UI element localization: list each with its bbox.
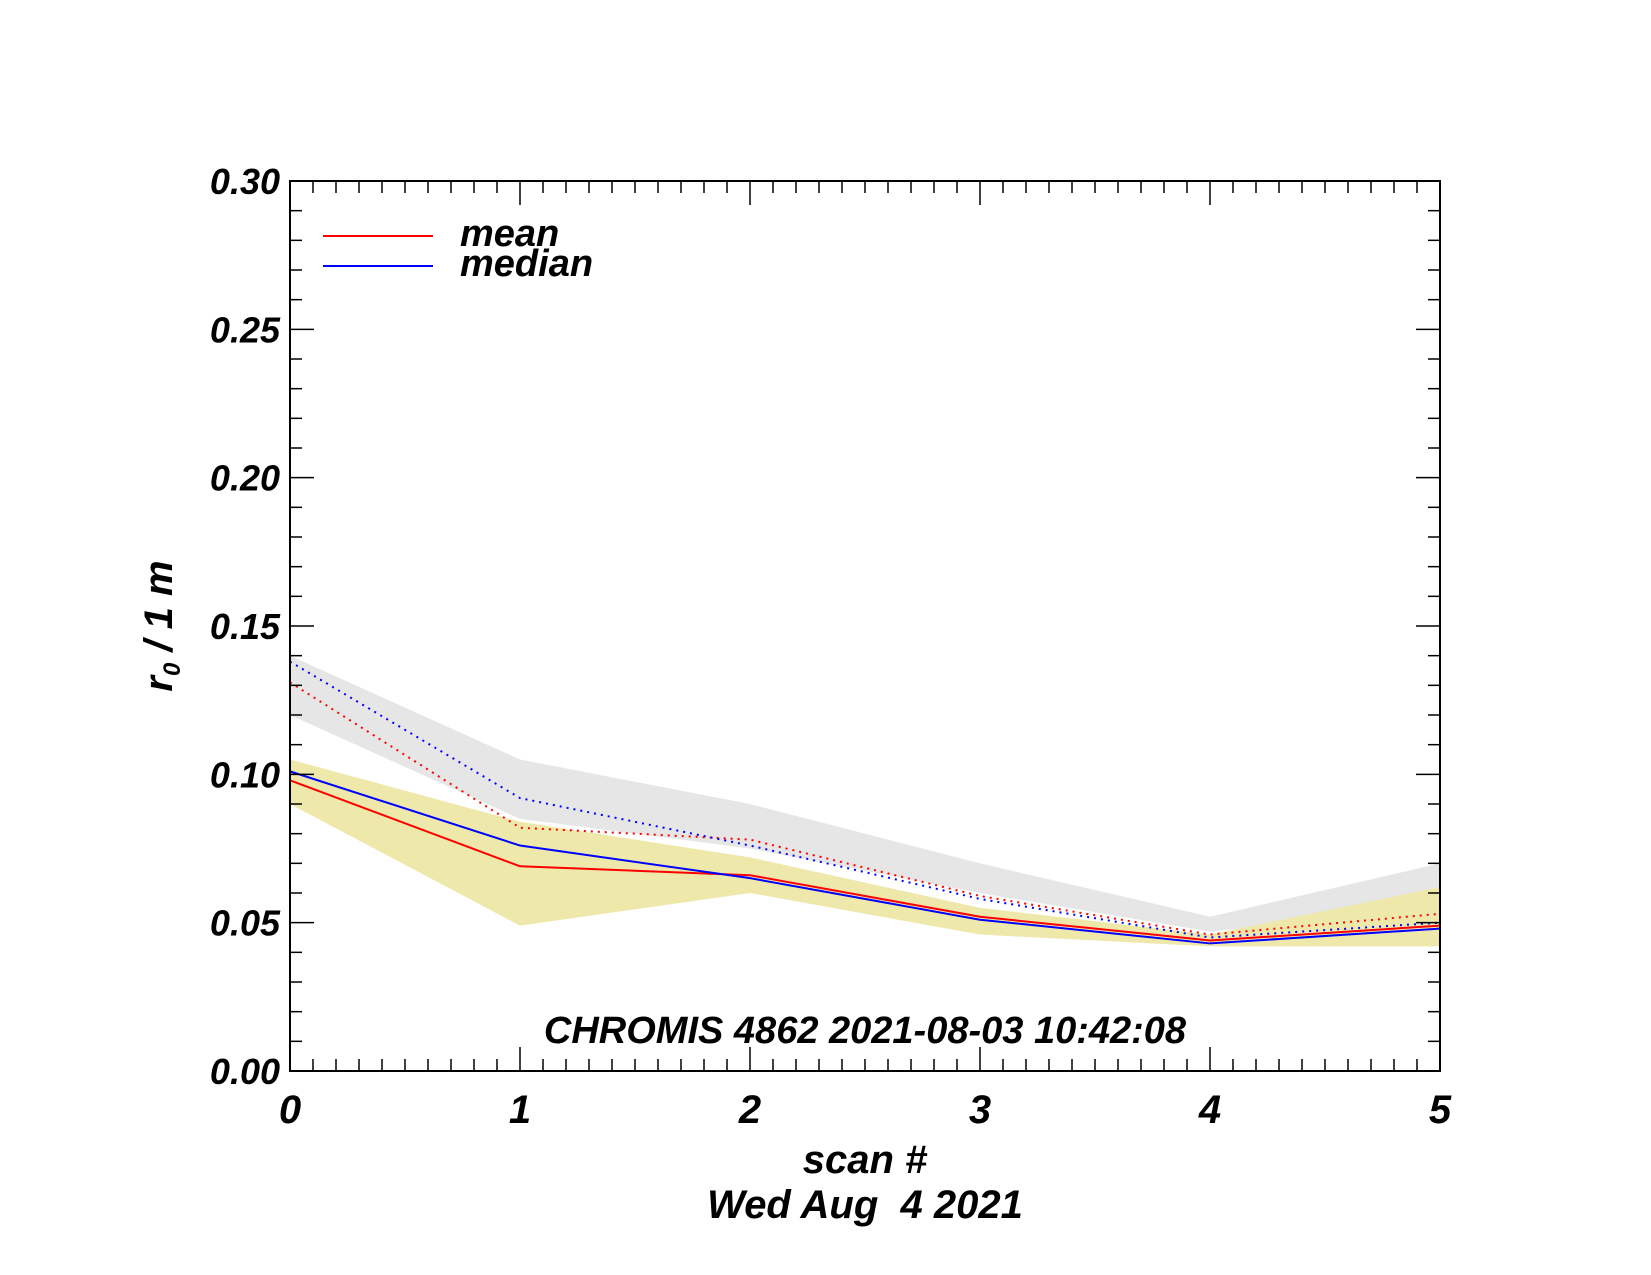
mean-line xyxy=(289,779,1441,942)
y-tick-label: 0.05 xyxy=(210,903,281,944)
x-tick-label: 3 xyxy=(969,1088,991,1132)
axis-ticks xyxy=(289,180,1441,1072)
y-tick-label: 0.30 xyxy=(210,161,280,202)
x-tick-labels: 0 1 2 3 4 5 xyxy=(279,1088,1452,1132)
x-tick-label: 2 xyxy=(738,1088,761,1132)
x-tick-label: 1 xyxy=(509,1088,531,1132)
legend-median-label: median xyxy=(460,243,593,285)
range-bands xyxy=(290,655,1440,947)
x-tick-label: 4 xyxy=(1198,1088,1221,1132)
median-line xyxy=(289,770,1441,945)
x-axis-date: Wed Aug 4 2021 xyxy=(707,1183,1023,1227)
y-tick-label: 0.25 xyxy=(210,309,281,350)
x-axis-title: scan # xyxy=(803,1138,928,1182)
legend: mean median xyxy=(323,213,593,285)
range-band-1 xyxy=(290,759,1440,947)
chart-annotation: CHROMIS 4862 2021-08-03 10:42:08 xyxy=(544,1010,1187,1052)
y-tick-label: 0.10 xyxy=(210,754,280,795)
range-band-0 xyxy=(290,655,1440,932)
y-tick-label: 0.20 xyxy=(210,458,280,499)
x-tick-label: 5 xyxy=(1429,1088,1452,1132)
y-axis-title: r0 / 1 m xyxy=(137,560,186,691)
x-tick-label: 0 xyxy=(279,1088,301,1132)
legend-mean-label: mean xyxy=(460,213,559,255)
series-lines xyxy=(289,660,1441,945)
y-tick-label: 0.15 xyxy=(210,606,281,647)
y-tick-label: 0.00 xyxy=(210,1051,280,1092)
y-tick-labels: 0.00 0.05 0.10 0.15 0.20 0.25 0.30 xyxy=(210,161,281,1092)
